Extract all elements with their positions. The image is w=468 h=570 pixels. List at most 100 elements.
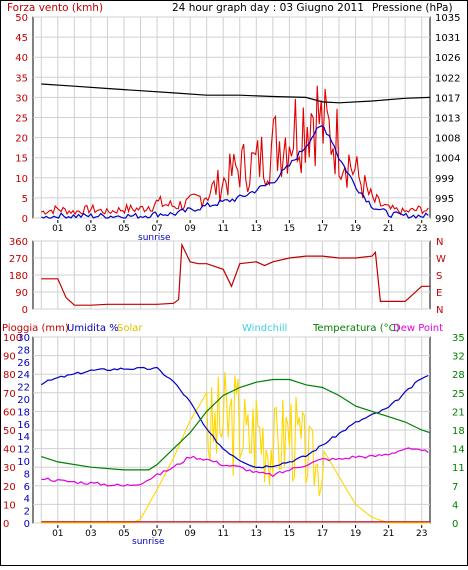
series-direction-line [41,242,430,306]
rain-tick-label: 22 [17,383,30,394]
y-tick-label-right: 1022 [435,73,460,84]
direction-tick-label-right: E [436,288,442,299]
x-tick-label: 23 [416,224,427,234]
x-tick-label: 03 [85,529,96,539]
x-tick-label: 21 [383,529,394,539]
rain-tick-label: 2 [24,507,30,518]
direction-tick-label-left: 0 [22,305,28,316]
temperature-tick-label: 28 [452,370,465,381]
rain-tick-label: 30 [17,333,30,344]
humidity-tick-label: 50 [3,426,16,437]
y-tick-label-left: 5 [22,194,28,205]
direction-tick-label-right: N [436,237,443,248]
y-tick-label-left: 0 [22,214,28,225]
y-tick-label-right: 1008 [435,134,460,145]
x-tick-label: 23 [416,529,427,539]
x-tick-label: 17 [317,529,328,539]
y-tick-label-left: 25 [15,114,28,125]
y-tick-label-left: 20 [15,134,28,145]
y-tick-label-left: 40 [15,53,28,64]
rain-tick-label: 28 [17,345,30,356]
x-tick-label: 13 [251,529,262,539]
humidity-tick-label: 10 [3,500,16,511]
y-tick-label-right: 1017 [435,93,460,104]
temperature-tick-label: 18 [452,426,465,437]
humidity-tick-label: 60 [3,407,16,418]
humidity-tick-label: 90 [3,352,16,363]
y-tick-label-right: 1035 [435,13,460,24]
temperature-tick-label: 7 [452,482,458,493]
series-solar-line [41,371,429,524]
temperature-tick-label: 14 [452,445,465,456]
x-tick-label: 01 [52,529,63,539]
series-temperature-line [41,378,431,471]
y-tick-label-right: 990 [435,214,454,225]
y-tick-label-right: 995 [435,194,454,205]
temperature-tick-label: 11 [452,463,465,474]
sunrise-label-bottom: sunrise [132,537,165,547]
pressure-axis-label: Pressione (hPa) [372,2,453,14]
direction-tick-label-left: 270 [9,254,28,265]
rain-tick-label: 4 [24,494,30,505]
temperature-tick-label: 25 [452,389,465,400]
temperature-tick-label: 35 [452,333,465,344]
sunrise-label-top: sunrise [138,233,171,243]
legend-windchill: Windchill [242,323,287,334]
x-tick-label: 07 [151,224,162,234]
rain-tick-label: 8 [24,469,30,480]
rain-tick-label: 0 [24,519,30,530]
series-dewpoint-line [41,447,429,487]
humidity-tick-label: 20 [3,482,16,493]
x-tick-label: 11 [218,529,229,539]
y-tick-label-left: 45 [15,33,28,44]
x-tick-label: 11 [218,224,229,234]
legend-rain: Pioggia (mm) [2,323,69,334]
humidity-tick-label: 0 [3,519,9,530]
x-tick-label: 07 [151,529,162,539]
rain-tick-label: 24 [17,370,30,381]
series-gust-line [41,85,429,216]
x-tick-label: 05 [118,529,129,539]
direction-tick-label-right: W [436,254,446,265]
humidity-tick-label: 30 [3,463,16,474]
legend-solar: Solar [117,323,143,334]
x-tick-label: 19 [350,529,362,539]
legend-humidity: Umidita % [67,323,119,334]
rain-tick-label: 12 [17,445,30,456]
direction-tick-label-left: 360 [9,237,28,248]
humidity-tick-label: 100 [3,333,22,344]
x-tick-label: 15 [284,529,295,539]
humidity-tick-label: 80 [3,370,16,381]
direction-tick-label-right: S [436,271,442,282]
x-tick-label: 09 [184,224,196,234]
temperature-tick-label: 4 [452,500,458,511]
y-tick-label-left: 50 [15,13,28,24]
y-tick-label-left: 35 [15,73,28,84]
x-tick-label: 21 [383,224,394,234]
legend-temperature: Temperatura (°C) [312,323,400,334]
y-tick-label-right: 999 [435,174,454,185]
chart-title: 24 hour graph day : 03 Giugno 2011 [172,2,364,14]
y-tick-label-right: 1013 [435,114,460,125]
direction-tick-label-right: N [436,305,443,316]
x-tick-label: 19 [350,224,362,234]
series-wind-line [41,124,429,219]
temperature-tick-label: 21 [452,407,465,418]
y-tick-label-left: 30 [15,93,28,104]
direction-tick-label-left: 180 [9,271,28,282]
temperature-tick-label: 32 [452,352,465,363]
temperature-tick-label: 0 [452,519,458,530]
wind-pressure-panel: 0510152025303540455099099599910041008101… [15,13,460,234]
rain-tick-label: 14 [17,432,30,443]
wind-speed-axis-label: Forza vento (kmh) [7,2,103,14]
x-tick-label: 05 [118,224,129,234]
direction-tick-label-left: 90 [15,288,28,299]
rain-tick-label: 18 [17,407,30,418]
rain-tick-label: 6 [24,482,30,493]
humidity-tick-label: 70 [3,389,16,400]
y-tick-label-left: 15 [15,154,28,165]
y-tick-label-right: 1031 [435,33,460,44]
